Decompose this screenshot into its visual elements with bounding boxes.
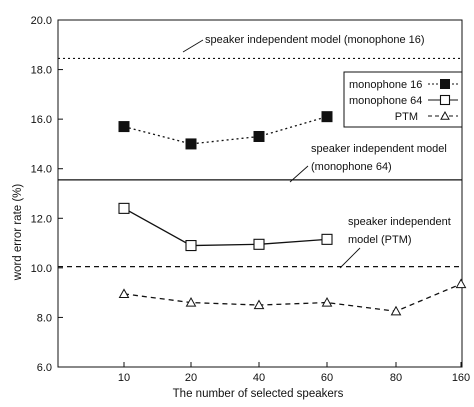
y-tick-label: 18.0 (31, 65, 52, 77)
legend-marker-monophone16 (440, 79, 450, 89)
x-axis-title: The number of selected speakers (173, 388, 344, 400)
series-line-ptm (123, 283, 462, 312)
reference-pointer-monophone16 (182, 39, 204, 53)
data-point-ptm (253, 299, 265, 310)
y-tick-label: 10.0 (31, 263, 52, 275)
reference-label-monophone64-line1: speaker independent model (311, 143, 447, 155)
data-point-ptm (455, 278, 467, 289)
series-line-monophone16 (123, 116, 328, 145)
y-tick-label: 6.0 (37, 362, 52, 374)
data-point-monophone16 (118, 121, 130, 133)
x-tick-label: 80 (390, 372, 402, 384)
y-tick-label: 14.0 (31, 164, 52, 176)
legend-label-monophone16: monophone 16 (349, 79, 422, 91)
data-point-monophone16 (321, 111, 333, 123)
y-tick-label: 8.0 (37, 312, 52, 324)
plot-frame (57, 19, 463, 368)
data-point-monophone16 (253, 130, 265, 142)
legend-label-monophone64: monophone 64 (349, 95, 422, 107)
data-point-monophone64 (185, 240, 197, 252)
x-tick-label: 60 (321, 372, 333, 384)
y-tick-label: 20.0 (31, 15, 52, 27)
reference-label-monophone64-line2: (monophone 64) (311, 161, 392, 173)
plot-frame-group (57, 19, 463, 368)
x-tick-label: 20 (185, 372, 197, 384)
data-point-monophone64 (118, 202, 130, 214)
data-point-ptm (321, 297, 333, 307)
data-point-ptm (390, 305, 402, 316)
data-point-monophone16 (185, 138, 197, 150)
legend-label-ptm: PTM (395, 111, 418, 123)
reference-label-ptm-line1: speaker independent (348, 216, 451, 228)
data-point-monophone64 (253, 238, 265, 250)
data-point-ptm (185, 297, 197, 307)
reference-lines-group: speaker independent model (monophone 16)… (58, 34, 462, 269)
reference-label-ptm-line2: model (PTM) (348, 234, 412, 246)
legend-marker-ptm (440, 110, 450, 120)
series-group (118, 111, 467, 316)
x-tick-label: 40 (253, 372, 265, 384)
data-point-monophone64 (321, 233, 333, 245)
legend: monophone 16 monophone 64 PTM (343, 71, 463, 128)
reference-label-monophone16: speaker independent model (monophone 16) (205, 34, 425, 46)
legend-marker-monophone64 (439, 94, 451, 106)
y-axis-title: word error rate (%) (12, 184, 24, 282)
x-tick-label: 160 (452, 372, 470, 384)
data-point-ptm (118, 288, 130, 298)
series-line-monophone64 (123, 207, 328, 247)
y-tick-label: 12.0 (31, 213, 52, 225)
reference-pointer-ptm (339, 247, 361, 269)
x-tick-label: 10 (118, 372, 130, 384)
reference-pointer-monophone64 (289, 165, 309, 183)
y-tick-label: 16.0 (31, 114, 52, 126)
ticks-group: 6.0 8.0 10.0 12.0 14.0 16.0 18.0 20.0 10 20 40 60 80… (31, 15, 471, 384)
